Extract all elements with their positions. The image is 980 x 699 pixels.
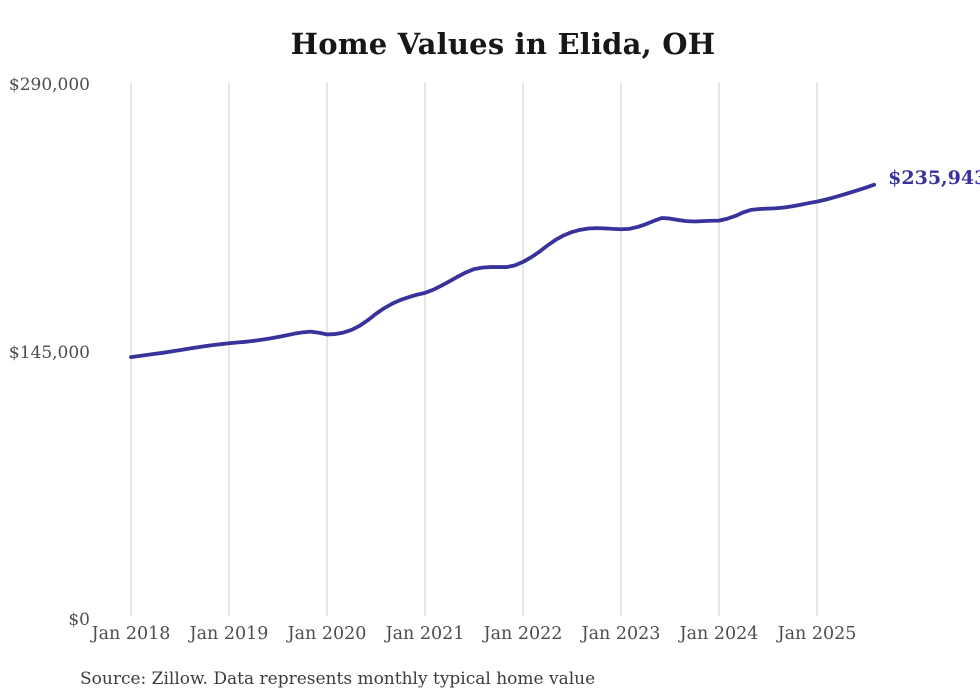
x-tick-label: Jan 2023 <box>581 624 661 644</box>
source-note: Source: Zillow. Data represents monthly … <box>80 669 596 689</box>
x-tick-label: Jan 2021 <box>385 624 465 644</box>
y-tick-label: $290,000 <box>8 75 90 95</box>
y-tick-label: $0 <box>68 610 90 630</box>
x-tick-label: Jan 2022 <box>483 624 563 644</box>
x-tick-label: Jan 2024 <box>679 624 759 644</box>
chart-title: Home Values in Elida, OH <box>290 27 716 61</box>
end-value-label: $235,943 <box>888 166 980 189</box>
x-tick-label: Jan 2020 <box>287 624 367 644</box>
home-value-line <box>129 182 877 360</box>
x-tick-label: Jan 2019 <box>189 624 269 644</box>
y-tick-label: $145,000 <box>8 342 90 363</box>
x-tick-label: Jan 2018 <box>91 624 171 644</box>
x-tick-label: Jan 2025 <box>777 624 857 644</box>
